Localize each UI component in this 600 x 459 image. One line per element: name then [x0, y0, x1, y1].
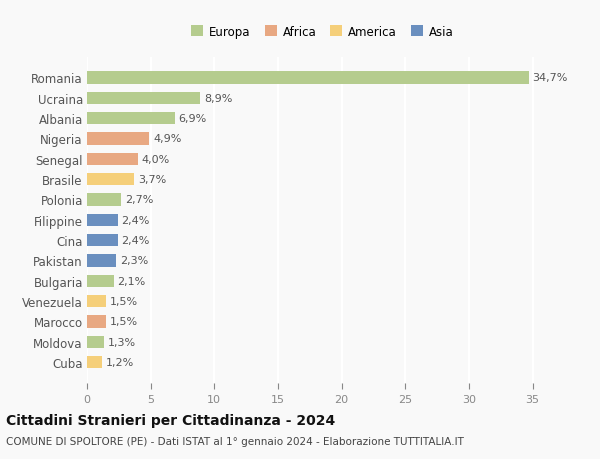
Text: 1,5%: 1,5%	[110, 317, 138, 327]
Text: 2,7%: 2,7%	[125, 195, 154, 205]
Bar	[87, 153, 138, 166]
Bar	[87, 72, 529, 84]
Bar	[87, 133, 149, 145]
Bar	[87, 316, 106, 328]
Text: 4,0%: 4,0%	[142, 155, 170, 164]
Text: 1,5%: 1,5%	[110, 297, 138, 307]
Text: 8,9%: 8,9%	[204, 94, 232, 104]
Bar	[87, 255, 116, 267]
Text: 4,9%: 4,9%	[153, 134, 182, 144]
Text: 2,3%: 2,3%	[120, 256, 148, 266]
Text: 1,2%: 1,2%	[106, 358, 134, 367]
Text: 3,7%: 3,7%	[138, 175, 166, 185]
Text: Cittadini Stranieri per Cittadinanza - 2024: Cittadini Stranieri per Cittadinanza - 2…	[6, 414, 335, 428]
Bar	[87, 336, 104, 348]
Text: COMUNE DI SPOLTORE (PE) - Dati ISTAT al 1° gennaio 2024 - Elaborazione TUTTITALI: COMUNE DI SPOLTORE (PE) - Dati ISTAT al …	[6, 437, 464, 446]
Bar	[87, 275, 114, 287]
Text: 34,7%: 34,7%	[533, 73, 568, 83]
Bar	[87, 296, 106, 308]
Text: 2,4%: 2,4%	[121, 215, 150, 225]
Text: 2,4%: 2,4%	[121, 235, 150, 246]
Bar	[87, 113, 175, 125]
Bar	[87, 92, 200, 105]
Legend: Europa, Africa, America, Asia: Europa, Africa, America, Asia	[187, 21, 458, 43]
Bar	[87, 356, 102, 369]
Text: 1,3%: 1,3%	[107, 337, 136, 347]
Bar	[87, 214, 118, 226]
Bar	[87, 194, 121, 206]
Text: 2,1%: 2,1%	[118, 276, 146, 286]
Bar	[87, 174, 134, 186]
Text: 6,9%: 6,9%	[179, 114, 207, 124]
Bar	[87, 235, 118, 246]
